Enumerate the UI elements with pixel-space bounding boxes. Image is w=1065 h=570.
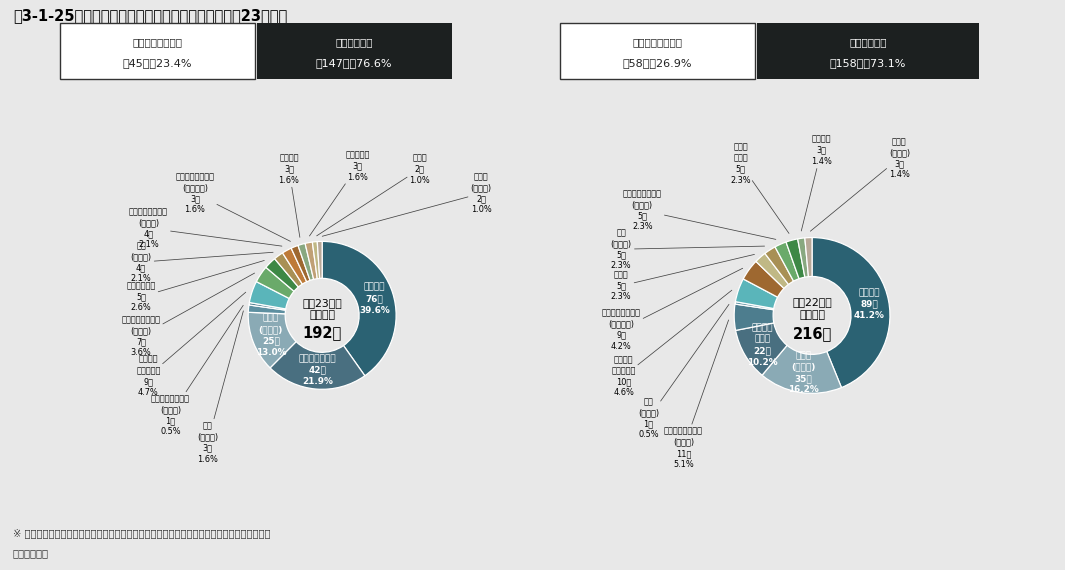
Wedge shape bbox=[805, 238, 812, 276]
Wedge shape bbox=[271, 341, 365, 389]
Wedge shape bbox=[249, 303, 285, 310]
Text: 木くず
(その他)
3件
1.4%: 木くず (その他) 3件 1.4% bbox=[810, 137, 910, 231]
Wedge shape bbox=[812, 238, 890, 388]
Text: 廃プラスチック類
(その他)
5件
2.3%: 廃プラスチック類 (その他) 5件 2.3% bbox=[623, 189, 775, 239]
Text: 動植物残さ
3件
1.6%: 動植物残さ 3件 1.6% bbox=[310, 150, 370, 236]
Text: 汚泥
(その他)
4件
2.1%: 汚泥 (その他) 4件 2.1% bbox=[130, 241, 273, 283]
Text: 汚泥
(建設系)
1件
0.5%: 汚泥 (建設系) 1件 0.5% bbox=[638, 304, 728, 439]
Text: 平成23年度: 平成23年度 bbox=[302, 298, 342, 308]
Wedge shape bbox=[312, 242, 319, 279]
Text: 平成22年度: 平成22年度 bbox=[792, 297, 832, 307]
Wedge shape bbox=[763, 345, 841, 393]
Text: 動物の
ふん尿
5件
2.3%: 動物の ふん尿 5件 2.3% bbox=[731, 142, 789, 234]
Text: 木くず
(その他)
2件
1.0%: 木くず (その他) 2件 1.0% bbox=[323, 172, 492, 237]
Text: 建設系廃棄物: 建設系廃棄物 bbox=[335, 38, 373, 47]
Wedge shape bbox=[786, 239, 805, 279]
Text: 図3-1-25　不法投棄された産業廃棄物の種類（平成23年度）: 図3-1-25 不法投棄された産業廃棄物の種類（平成23年度） bbox=[13, 9, 288, 23]
Text: 216件: 216件 bbox=[792, 326, 832, 341]
Text: ガラス・
陶磁器くず
10件
4.6%: ガラス・ 陶磁器くず 10件 4.6% bbox=[611, 290, 732, 397]
Text: 計147件　76.6%: 計147件 76.6% bbox=[316, 58, 392, 68]
Wedge shape bbox=[282, 248, 307, 284]
Text: 建設系以外廃棄物: 建設系以外廃棄物 bbox=[132, 38, 182, 47]
Text: 燃え殻
2件
1.0%: 燃え殻 2件 1.0% bbox=[316, 153, 430, 236]
Text: 汚泥
(建設系)
3件
1.6%: 汚泥 (建設系) 3件 1.6% bbox=[197, 311, 244, 464]
Wedge shape bbox=[775, 242, 799, 281]
Text: 建設混合廃棄物
42件
21.9%: 建設混合廃棄物 42件 21.9% bbox=[299, 355, 337, 386]
Text: 廃プラスチック類
(廃タイヤ)
3件
1.6%: 廃プラスチック類 (廃タイヤ) 3件 1.6% bbox=[176, 172, 291, 241]
Text: 資料：環境省: 資料：環境省 bbox=[13, 548, 49, 559]
Wedge shape bbox=[736, 323, 787, 375]
Wedge shape bbox=[798, 238, 808, 277]
Wedge shape bbox=[298, 243, 313, 280]
Wedge shape bbox=[249, 282, 290, 309]
Text: 廃プラスチック類
(廃タイヤ)
9件
4.2%: 廃プラスチック類 (廃タイヤ) 9件 4.2% bbox=[602, 268, 742, 351]
Text: 建設系以外廃棄物: 建設系以外廃棄物 bbox=[633, 38, 683, 47]
Text: ガラス・
陶磁器くず
9件
4.7%: ガラス・ 陶磁器くず 9件 4.7% bbox=[136, 292, 246, 397]
Wedge shape bbox=[291, 246, 310, 282]
Text: 投棄件数: 投棄件数 bbox=[309, 310, 335, 320]
Wedge shape bbox=[266, 259, 298, 291]
Text: 廃プラスチック類
(建設系)
1件
0.5%: 廃プラスチック類 (建設系) 1件 0.5% bbox=[151, 306, 243, 437]
Text: 廃プラスチック類
(農業系)
4件
2.1%: 廃プラスチック類 (農業系) 4件 2.1% bbox=[129, 207, 282, 249]
Wedge shape bbox=[734, 304, 774, 331]
Text: 汚泥
(その他)
5件
2.3%: 汚泥 (その他) 5件 2.3% bbox=[610, 228, 765, 270]
Text: 192件: 192件 bbox=[302, 325, 342, 340]
Text: 燃え殻
5件
2.3%: 燃え殻 5件 2.3% bbox=[611, 254, 754, 302]
Text: 建設混合
廃棄物
22件
10.2%: 建設混合 廃棄物 22件 10.2% bbox=[747, 323, 777, 367]
Text: 計45件　23.4%: 計45件 23.4% bbox=[122, 58, 192, 68]
Wedge shape bbox=[735, 302, 774, 310]
Wedge shape bbox=[765, 247, 793, 284]
Text: 金属くず
3件
1.6%: 金属くず 3件 1.6% bbox=[278, 153, 300, 237]
Text: 計58件　26.9%: 計58件 26.9% bbox=[623, 58, 692, 68]
Text: がれき類
89件
41.2%: がれき類 89件 41.2% bbox=[853, 288, 884, 320]
Text: 計158件　73.1%: 計158件 73.1% bbox=[830, 58, 906, 68]
Text: 木くず
(建設系)
35件
16.2%: 木くず (建設系) 35件 16.2% bbox=[788, 351, 819, 394]
Wedge shape bbox=[756, 254, 788, 288]
Text: ※ 割合については、四捨五入で計算して表記していることから合計値が合わない場合がある。: ※ 割合については、四捨五入で計算して表記していることから合計値が合わない場合が… bbox=[13, 528, 271, 539]
Wedge shape bbox=[248, 312, 296, 368]
Wedge shape bbox=[275, 253, 302, 287]
Text: 廃プラスチック類
(その他)
7件
3.6%: 廃プラスチック類 (その他) 7件 3.6% bbox=[121, 273, 255, 357]
Text: 動物のふん尿
5件
2.6%: 動物のふん尿 5件 2.6% bbox=[127, 260, 264, 312]
Text: がれき類
76件
39.6%: がれき類 76件 39.6% bbox=[359, 283, 390, 315]
Text: 廃プラスチック類
(建設系)
11件
5.1%: 廃プラスチック類 (建設系) 11件 5.1% bbox=[663, 320, 728, 469]
Wedge shape bbox=[257, 267, 294, 299]
Text: 金属くず
3件
1.4%: 金属くず 3件 1.4% bbox=[801, 135, 832, 231]
Wedge shape bbox=[248, 305, 285, 314]
Text: 投棄件数: 投棄件数 bbox=[799, 311, 825, 320]
Wedge shape bbox=[736, 279, 777, 308]
Wedge shape bbox=[317, 241, 322, 279]
Text: 建設系廃棄物: 建設系廃棄物 bbox=[849, 38, 887, 47]
Text: 木くず
(建設系)
25件
13.0%: 木くず (建設系) 25件 13.0% bbox=[256, 314, 286, 357]
Wedge shape bbox=[743, 262, 784, 297]
Wedge shape bbox=[305, 242, 317, 279]
Wedge shape bbox=[322, 241, 396, 376]
